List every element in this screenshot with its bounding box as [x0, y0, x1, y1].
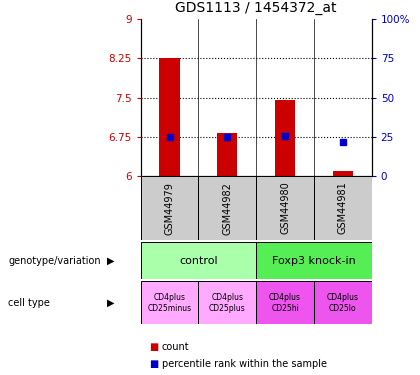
- Text: genotype/variation: genotype/variation: [8, 256, 101, 266]
- Text: CD4plus
CD25lo: CD4plus CD25lo: [327, 293, 359, 312]
- Text: percentile rank within the sample: percentile rank within the sample: [162, 359, 327, 369]
- Bar: [141, 242, 256, 279]
- Text: control: control: [179, 256, 218, 266]
- Text: ■: ■: [149, 359, 158, 369]
- Bar: [256, 281, 314, 324]
- Bar: [217, 133, 237, 176]
- Text: Foxp3 knock-in: Foxp3 knock-in: [272, 256, 356, 266]
- Text: CD4plus
CD25hi: CD4plus CD25hi: [269, 293, 301, 312]
- Text: ■: ■: [149, 342, 158, 352]
- Bar: [256, 176, 314, 240]
- Bar: [314, 176, 372, 240]
- Text: GSM44980: GSM44980: [280, 182, 290, 234]
- Bar: [141, 281, 199, 324]
- Text: GSM44982: GSM44982: [222, 182, 232, 235]
- Bar: [141, 176, 199, 240]
- Bar: [160, 58, 180, 176]
- Title: GDS1113 / 1454372_at: GDS1113 / 1454372_at: [176, 1, 337, 15]
- Bar: [199, 176, 256, 240]
- Text: cell type: cell type: [8, 298, 50, 308]
- Text: ▶: ▶: [107, 256, 115, 266]
- Text: GSM44979: GSM44979: [165, 182, 175, 235]
- Text: CD4plus
CD25minus: CD4plus CD25minus: [147, 293, 192, 312]
- Text: CD4plus
CD25plus: CD4plus CD25plus: [209, 293, 246, 312]
- Text: GSM44981: GSM44981: [338, 182, 348, 234]
- Text: count: count: [162, 342, 189, 352]
- Bar: [275, 100, 295, 176]
- Text: ▶: ▶: [107, 298, 115, 308]
- Bar: [199, 281, 256, 324]
- Bar: [314, 281, 372, 324]
- Bar: [333, 171, 353, 176]
- Bar: [256, 242, 372, 279]
